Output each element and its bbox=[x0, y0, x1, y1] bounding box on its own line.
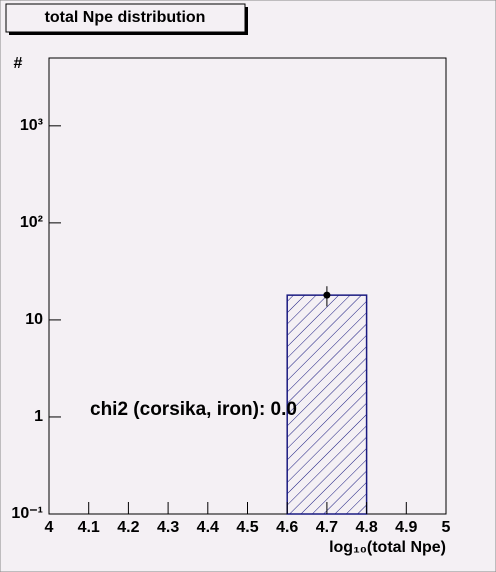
x-tick-label: 4.9 bbox=[395, 519, 417, 536]
x-tick-label: 4.2 bbox=[117, 519, 139, 536]
x-tick-label: 4.6 bbox=[276, 519, 298, 536]
x-tick-label: 4.8 bbox=[355, 519, 377, 536]
annotation: chi2 (corsika, iron): 0.0 bbox=[90, 399, 297, 420]
x-tick-label: 4 bbox=[45, 519, 54, 536]
x-tick-label: 4.3 bbox=[157, 519, 179, 536]
y-tick-label: 10⁻¹ bbox=[11, 505, 43, 522]
title-box bbox=[5, 3, 246, 33]
x-tick-label: 4.1 bbox=[78, 519, 100, 536]
x-axis-label: log₁₀(total Npe) bbox=[329, 539, 446, 556]
x-tick-label: 4.4 bbox=[197, 519, 219, 536]
y-tick-label: 1 bbox=[34, 408, 43, 425]
chart-title: total Npe distribution bbox=[45, 9, 206, 26]
bar bbox=[286, 294, 368, 515]
x-tick-label: 4.7 bbox=[316, 519, 338, 536]
x-tick-label: 4.5 bbox=[236, 519, 258, 536]
y-tick-label: 10 bbox=[25, 311, 43, 328]
y-axis-label: # bbox=[14, 55, 23, 72]
marker bbox=[323, 291, 331, 299]
y-tick-label: 10³ bbox=[20, 117, 43, 134]
x-tick-label: 5 bbox=[442, 519, 451, 536]
y-tick-label: 10² bbox=[20, 214, 43, 231]
